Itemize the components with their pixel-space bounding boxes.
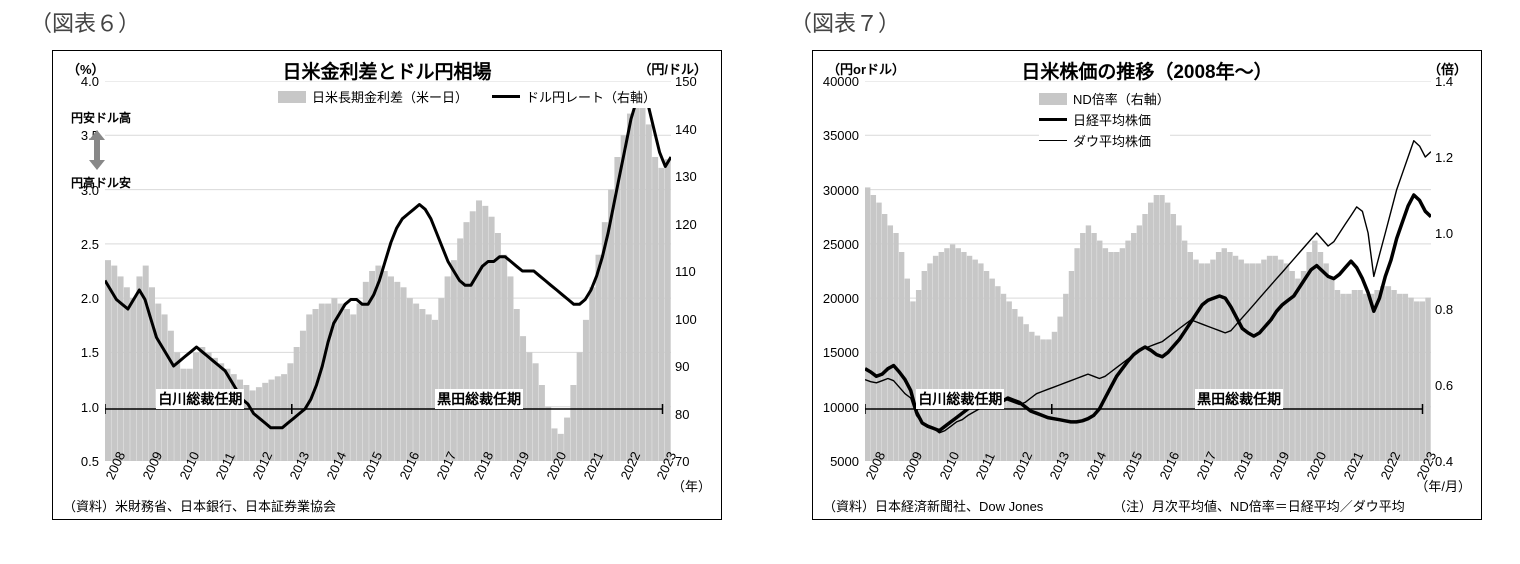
y-tick: 110 [675, 265, 696, 278]
chart-7-x-unit: （年/月） [1415, 476, 1471, 495]
figure-7-label: （図表７） [790, 6, 900, 38]
chart-6-x-axis: 2008200920102011201220132014201520162017… [105, 459, 669, 485]
y-tick: 40000 [823, 75, 859, 88]
era-label: 白川総裁任期 [156, 389, 244, 409]
legend-label: 日米長期金利差（米ー日） [312, 87, 468, 106]
y-tick: 2.0 [81, 292, 99, 305]
y-tick: 120 [675, 218, 697, 231]
chart-6-y-right-label: （円/ドル） [638, 59, 707, 78]
y-tick: 5000 [830, 455, 859, 468]
y-tick: 1.0 [1435, 227, 1453, 240]
y-tick: 1.2 [1435, 151, 1453, 164]
yen-strong-label: 円高ドル安 [71, 174, 123, 191]
era-label: 黒田総裁任期 [435, 389, 523, 409]
y-tick: 1.0 [81, 401, 99, 414]
panel-figure-6: （図表６） 日米金利差とドル円相場 （%） （円/ドル） 0.51.01.52.… [0, 0, 760, 564]
chart-6-legend: 日米長期金利差（米ー日） ドル円レート（右軸） [278, 85, 656, 108]
yen-direction-arrow: 円安ドル高 円高ドル安 [71, 109, 123, 191]
panel-figure-7: （図表７） 日米株価の推移（2008年～） （円orドル） （倍） 500010… [760, 0, 1520, 564]
legend-label: 日経平均株価 [1073, 110, 1151, 129]
chart-7-source: （資料）日本経済新聞社、Dow Jones [823, 496, 1043, 515]
chart-6-title: 日米金利差とドル円相場 [53, 57, 721, 84]
y-tick: 1.4 [1435, 75, 1453, 88]
era-label: 白川総裁任期 [916, 389, 1004, 409]
chart-7-y-right-axis: 0.40.60.81.01.21.4 [1431, 81, 1481, 459]
chart-6-frame: 日米金利差とドル円相場 （%） （円/ドル） 0.51.01.52.02.53.… [52, 50, 722, 520]
era-label: 黒田総裁任期 [1195, 389, 1283, 409]
chart-6-y-right-axis: 708090100110120130140150 [671, 81, 721, 459]
y-tick: 1.5 [81, 346, 99, 359]
chart-7-legend: ND倍率（右軸） 日経平均株価ダウ平均株価 [1039, 87, 1170, 152]
y-tick: 35000 [823, 129, 859, 142]
legend-label: ドル円レート（右軸） [526, 87, 656, 106]
y-tick: 0.6 [1435, 379, 1453, 392]
chart-6-x-unit: （年） [672, 476, 711, 495]
y-tick: 15000 [823, 346, 859, 359]
chart-7-y-left-axis: 500010000150002000025000300003500040000 [813, 81, 863, 459]
y-tick: 0.8 [1435, 303, 1453, 316]
chart-6-source: （資料）米財務省、日本銀行、日本証券業協会 [63, 496, 336, 515]
chart-7-x-axis: 2008200920102011201220132014201520162017… [865, 459, 1429, 485]
chart-7-frame: 日米株価の推移（2008年～） （円orドル） （倍） 500010000150… [812, 50, 1482, 520]
y-tick: 2.5 [81, 238, 99, 251]
y-tick: 25000 [823, 238, 859, 251]
y-tick: 10000 [823, 401, 859, 414]
legend-label: ダウ平均株価 [1073, 131, 1151, 150]
y-tick: 140 [675, 123, 697, 136]
chart-7-title: 日米株価の推移（2008年～） [813, 57, 1481, 84]
y-tick: 20000 [823, 292, 859, 305]
legend-label: ND倍率（右軸） [1073, 89, 1170, 108]
y-tick: 80 [675, 408, 689, 421]
chart-7-note: （注）月次平均値、ND倍率＝日経平均／ダウ平均 [1113, 496, 1405, 515]
y-tick: 130 [675, 170, 697, 183]
y-tick: 0.5 [81, 455, 99, 468]
y-tick: 150 [675, 75, 697, 88]
y-tick: 4.0 [81, 75, 99, 88]
figure-6-label: （図表６） [30, 6, 140, 38]
y-tick: 30000 [823, 184, 859, 197]
y-tick: 90 [675, 360, 689, 373]
yen-weak-label: 円安ドル高 [71, 109, 123, 126]
chart-6-plot: 白川総裁任期 黒田総裁任期 [105, 81, 669, 459]
y-tick: 100 [675, 313, 697, 326]
